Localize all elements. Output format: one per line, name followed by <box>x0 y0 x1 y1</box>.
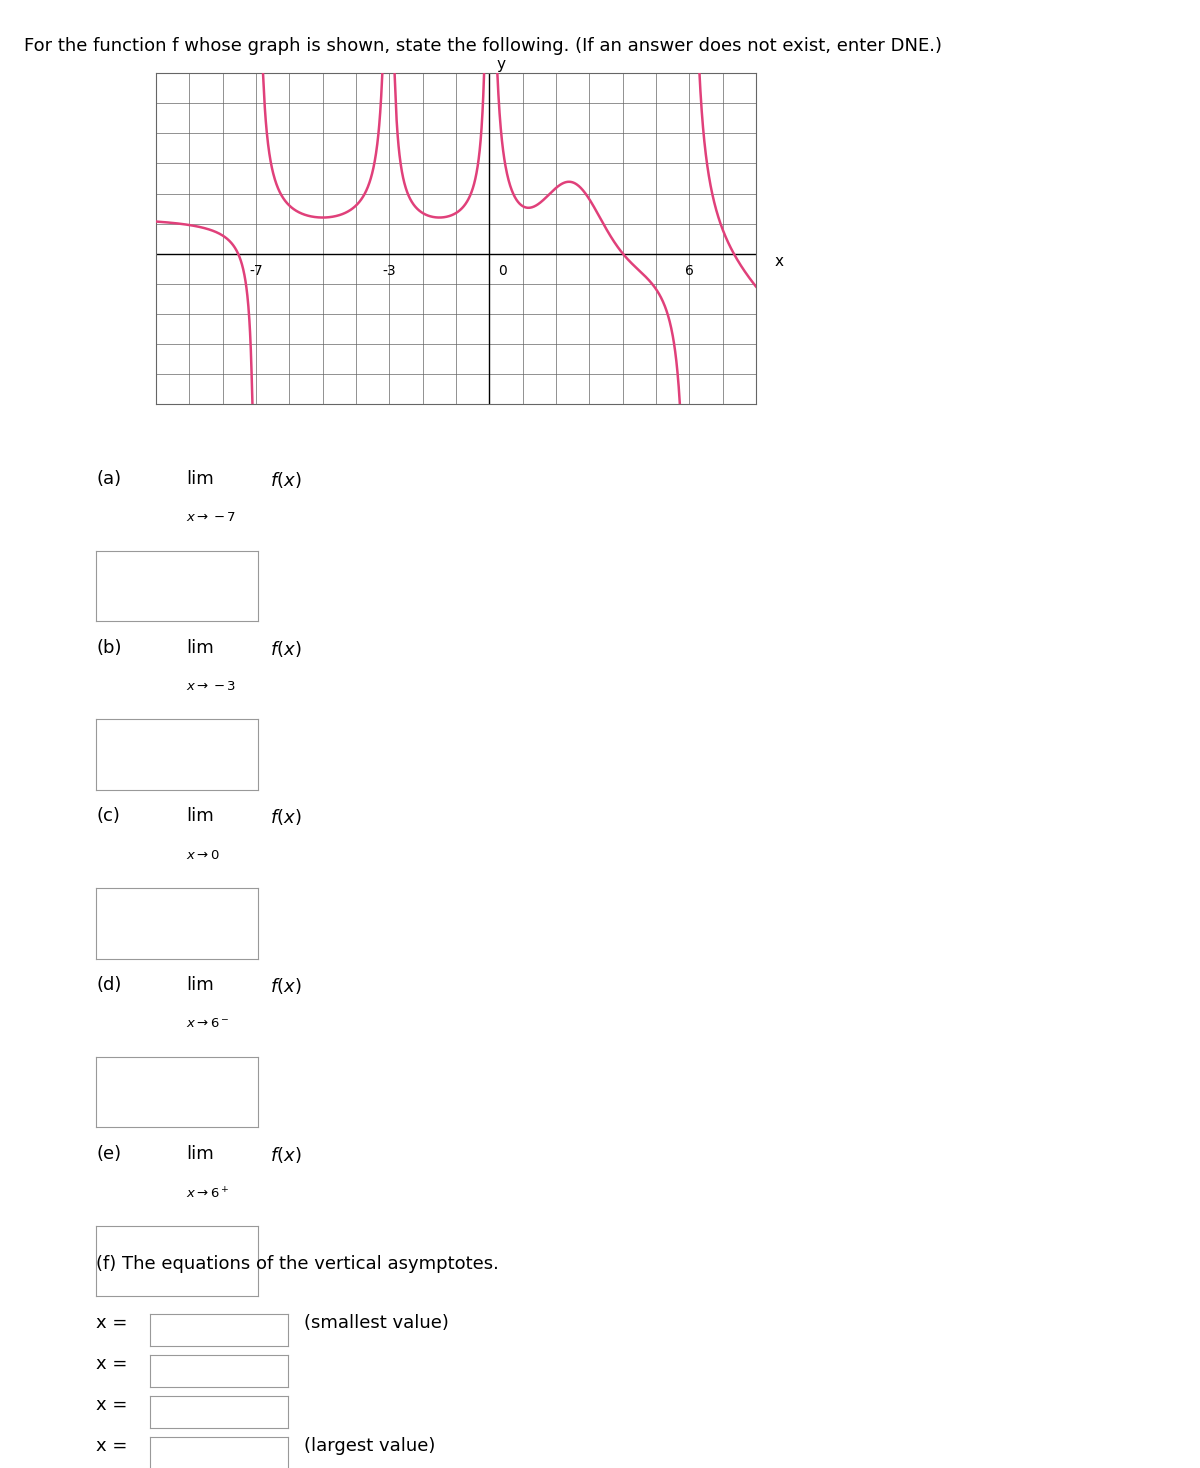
Text: $f(x)$: $f(x)$ <box>270 1145 301 1166</box>
Text: (d): (d) <box>96 976 121 994</box>
Text: x: x <box>775 254 784 269</box>
Text: lim: lim <box>186 470 214 487</box>
Text: lim: lim <box>186 976 214 994</box>
Text: (c): (c) <box>96 807 120 825</box>
Text: (e): (e) <box>96 1145 121 1163</box>
Text: 0: 0 <box>498 264 506 277</box>
Text: lim: lim <box>186 807 214 825</box>
Text: 6: 6 <box>685 264 694 277</box>
Text: $f(x)$: $f(x)$ <box>270 639 301 659</box>
Text: For the function f whose graph is shown, state the following. (If an answer does: For the function f whose graph is shown,… <box>24 37 942 54</box>
Text: $x \rightarrow -7$: $x \rightarrow -7$ <box>186 511 236 524</box>
Text: y: y <box>496 57 505 72</box>
Text: $x \rightarrow 6^+$: $x \rightarrow 6^+$ <box>186 1186 229 1201</box>
Text: (f) The equations of the vertical asymptotes.: (f) The equations of the vertical asympt… <box>96 1255 499 1273</box>
Text: x =: x = <box>96 1314 127 1331</box>
Text: x =: x = <box>96 1437 127 1455</box>
Text: $f(x)$: $f(x)$ <box>270 807 301 828</box>
Text: (smallest value): (smallest value) <box>304 1314 449 1331</box>
Text: (a): (a) <box>96 470 121 487</box>
Text: $x \rightarrow 0$: $x \rightarrow 0$ <box>186 849 220 862</box>
Text: (largest value): (largest value) <box>304 1437 434 1455</box>
Text: $x \rightarrow -3$: $x \rightarrow -3$ <box>186 680 236 693</box>
Text: $f(x)$: $f(x)$ <box>270 470 301 490</box>
Text: x =: x = <box>96 1355 127 1373</box>
Text: -7: -7 <box>250 264 263 277</box>
Text: $x \rightarrow 6^-$: $x \rightarrow 6^-$ <box>186 1017 229 1031</box>
Text: (b): (b) <box>96 639 121 656</box>
Text: $f(x)$: $f(x)$ <box>270 976 301 997</box>
Text: lim: lim <box>186 1145 214 1163</box>
Text: lim: lim <box>186 639 214 656</box>
Text: -3: -3 <box>383 264 396 277</box>
Text: x =: x = <box>96 1396 127 1414</box>
